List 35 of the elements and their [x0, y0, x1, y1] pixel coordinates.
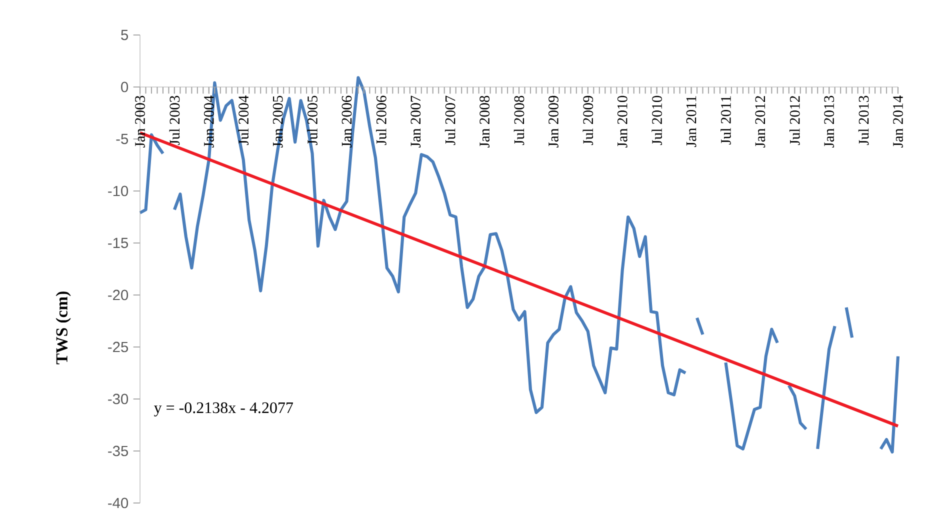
y-tick-label: 0 [121, 82, 128, 92]
x-tick-label: Jan 2011 [686, 96, 696, 147]
x-tick-label: Jul 2006 [376, 96, 386, 146]
x-tick-label: Jul 2011 [720, 96, 731, 145]
x-tick-label: Jan 2003 [135, 96, 145, 148]
y-tick-label: -30 [108, 394, 128, 404]
x-tick-label: Jan 2006 [342, 96, 352, 148]
x-tick-label: Jan 2008 [480, 96, 490, 148]
x-tick-label: Jan 2004 [204, 95, 214, 148]
y-tick-label: -10 [108, 186, 128, 196]
x-tick-label: Jan 2012 [755, 96, 766, 148]
y-tick-label: -25 [108, 342, 128, 352]
x-tick-label: Jul 2007 [444, 96, 456, 146]
x-tick-label: Jan 2007 [410, 96, 421, 148]
y-tick-label: -20 [108, 290, 128, 300]
x-tick-label: Jul 2004 [238, 95, 249, 146]
x-tick-label: Jan 2009 [548, 96, 558, 148]
x-tick-label: Jan 2005 [272, 96, 283, 148]
x-tick-label: Jan 2010 [617, 96, 628, 148]
annotation: y = -0.2138x - 4.2077 [154, 402, 293, 416]
x-tick-label: Jul 2009 [582, 96, 594, 146]
x-tick-label: Jul 2008 [514, 96, 524, 146]
x-tick-label: Jan 2014 [893, 95, 903, 148]
x-tick-label: Jul 2010 [652, 96, 662, 146]
y-tick-label: -35 [108, 446, 128, 456]
y-tick-label: -40 [108, 498, 128, 508]
x-tick-label: Jul 2005 [307, 96, 318, 146]
x-tick-label: Jul 2013 [858, 96, 869, 146]
y-tick-label: -15 [108, 238, 128, 248]
x-tick-label: Jul 2003 [169, 96, 180, 146]
x-tick-label: Jul 2012 [789, 96, 800, 146]
y-tick-label: 5 [121, 30, 128, 40]
y-tick-label: -5 [116, 134, 128, 144]
y-axis-title: TWS (cm) [56, 292, 71, 364]
x-tick-label: Jan 2013 [824, 96, 834, 148]
